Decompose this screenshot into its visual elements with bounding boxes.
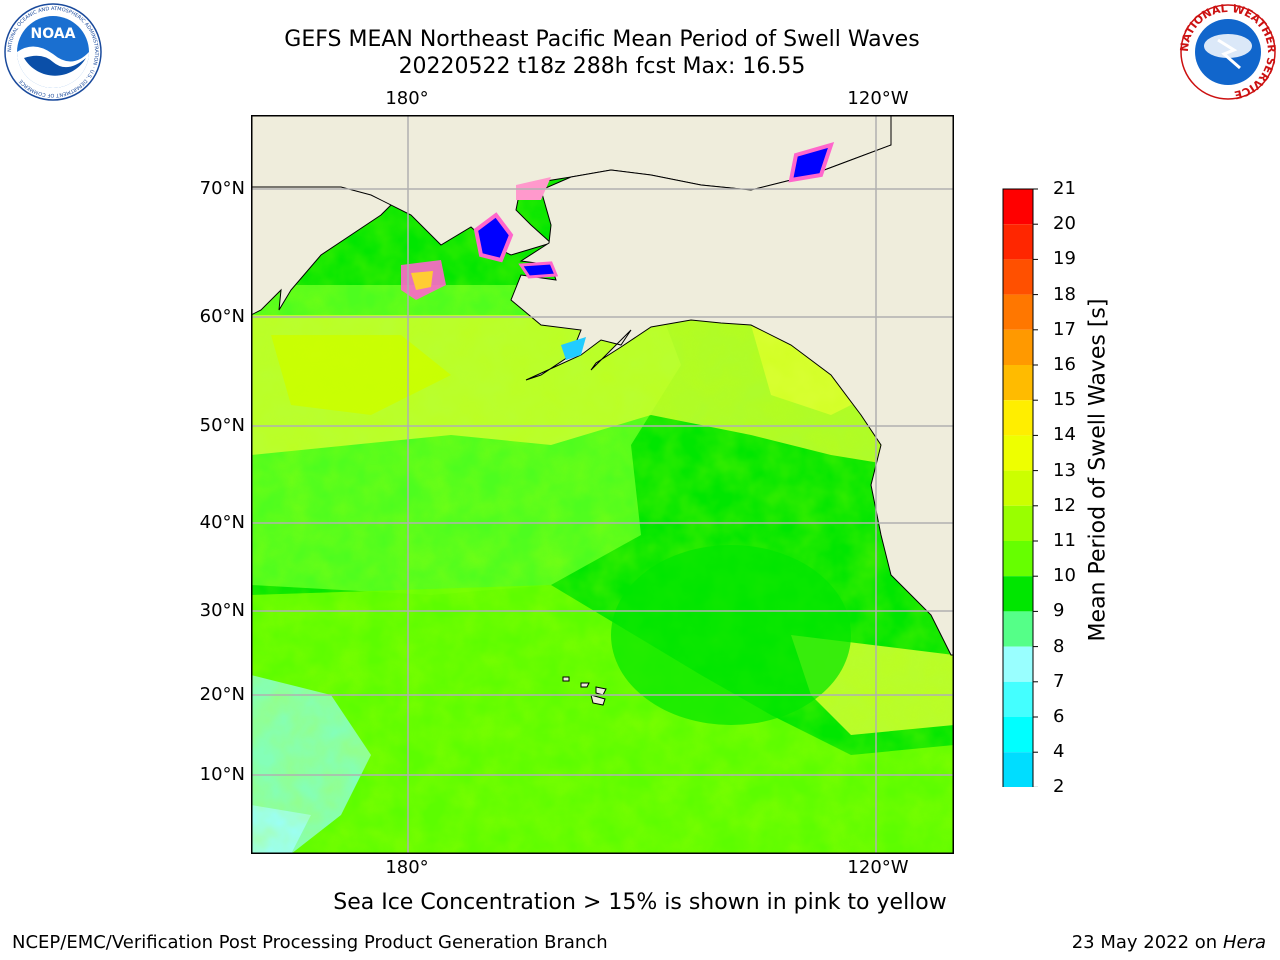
colorbar-segment	[1003, 470, 1033, 506]
graticule	[251, 115, 954, 854]
hawaii	[562, 676, 607, 706]
colorbar-tick-label: 8	[1053, 635, 1065, 657]
lat-label-50n: 50°N	[199, 415, 245, 436]
swell-period-map	[251, 115, 954, 854]
lon-label-top-120w: 120°W	[847, 88, 909, 109]
colorbar-segment	[1003, 646, 1033, 682]
colorbar-tick-label: 13	[1053, 459, 1076, 481]
colorbar-segment	[1003, 717, 1033, 753]
colorbar-tick-label: 14	[1053, 424, 1076, 446]
colorbar-tick-label: 12	[1053, 494, 1076, 516]
colorbar-tick-label: 21	[1053, 178, 1076, 199]
lat-label-40n: 40°N	[199, 512, 245, 533]
colorbar-tick-label: 6	[1053, 706, 1065, 727]
noaa-logo: NOAA NATIONAL OCEANIC AND ATMOSPHERIC AD…	[4, 3, 102, 101]
colorbar-tick-label: 10	[1053, 565, 1076, 587]
map-frame	[251, 115, 954, 854]
colorbar-segment	[1003, 224, 1033, 260]
footer-credit: NCEP/EMC/Verification Post Processing Pr…	[12, 932, 608, 953]
colorbar-segment	[1003, 329, 1033, 365]
colorbar-tick-label: 11	[1053, 530, 1076, 551]
lon-label-top-180: 180°	[385, 88, 429, 109]
footer-host: Hera	[1222, 932, 1266, 953]
colorbar-tick-label: 4	[1053, 741, 1065, 763]
colorbar-segment	[1003, 541, 1033, 577]
colorbar	[1002, 188, 1038, 787]
colorbar-segment	[1003, 505, 1033, 541]
colorbar-segment	[1003, 435, 1033, 471]
colorbar-tick-label: 17	[1053, 318, 1076, 340]
sea-ice-note: Sea Ice Concentration > 15% is shown in …	[333, 890, 947, 915]
noaa-logo-text: NOAA	[31, 26, 76, 42]
lat-label-60n: 60°N	[199, 306, 245, 327]
footer-date-text: 23 May 2022 on	[1071, 932, 1218, 953]
colorbar-segment	[1003, 681, 1033, 717]
colorbar-segment	[1003, 576, 1033, 612]
colorbar-label: Mean Period of Swell Waves [s]	[1085, 298, 1111, 642]
colorbar-tick-label: 16	[1053, 354, 1076, 375]
lon-label-bottom-120w: 120°W	[847, 857, 909, 878]
colorbar-segment	[1003, 294, 1033, 330]
colorbar-tick-label: 7	[1053, 670, 1065, 692]
colorbar-segment	[1003, 752, 1033, 787]
colorbar-tick-label: 20	[1053, 213, 1076, 235]
chart-title: GEFS MEAN Northeast Pacific Mean Period …	[284, 27, 920, 52]
lat-label-10n: 10°N	[199, 764, 245, 785]
colorbar-tick-label: 2	[1053, 776, 1065, 798]
colorbar-tick-label: 18	[1053, 283, 1076, 305]
footer-date: 23 May 2022 on Hera	[1072, 932, 1266, 953]
colorbar-tick-label: 19	[1053, 248, 1076, 270]
colorbar-tick-label: 15	[1053, 389, 1076, 411]
nws-logo: NATIONAL WEATHER SERVICE	[1178, 2, 1278, 101]
lat-label-70n: 70°N	[199, 178, 245, 199]
sea-ice-bering	[473, 212, 514, 263]
colorbar-segment	[1003, 611, 1033, 647]
lat-label-30n: 30°N	[199, 600, 245, 621]
lat-label-20n: 20°N	[199, 684, 245, 705]
colorbar-segment	[1003, 259, 1033, 295]
colorbar-frame	[1002, 188, 1034, 787]
colorbar-tick-label: 9	[1053, 600, 1065, 622]
colorbar-segment	[1003, 400, 1033, 436]
colorbar-segment	[1003, 365, 1033, 401]
lon-label-bottom-180: 180°	[385, 857, 429, 878]
chart-subtitle: 20220522 t18z 288h fcst Max: 16.55	[398, 54, 806, 79]
colorbar-segment	[1003, 189, 1033, 225]
